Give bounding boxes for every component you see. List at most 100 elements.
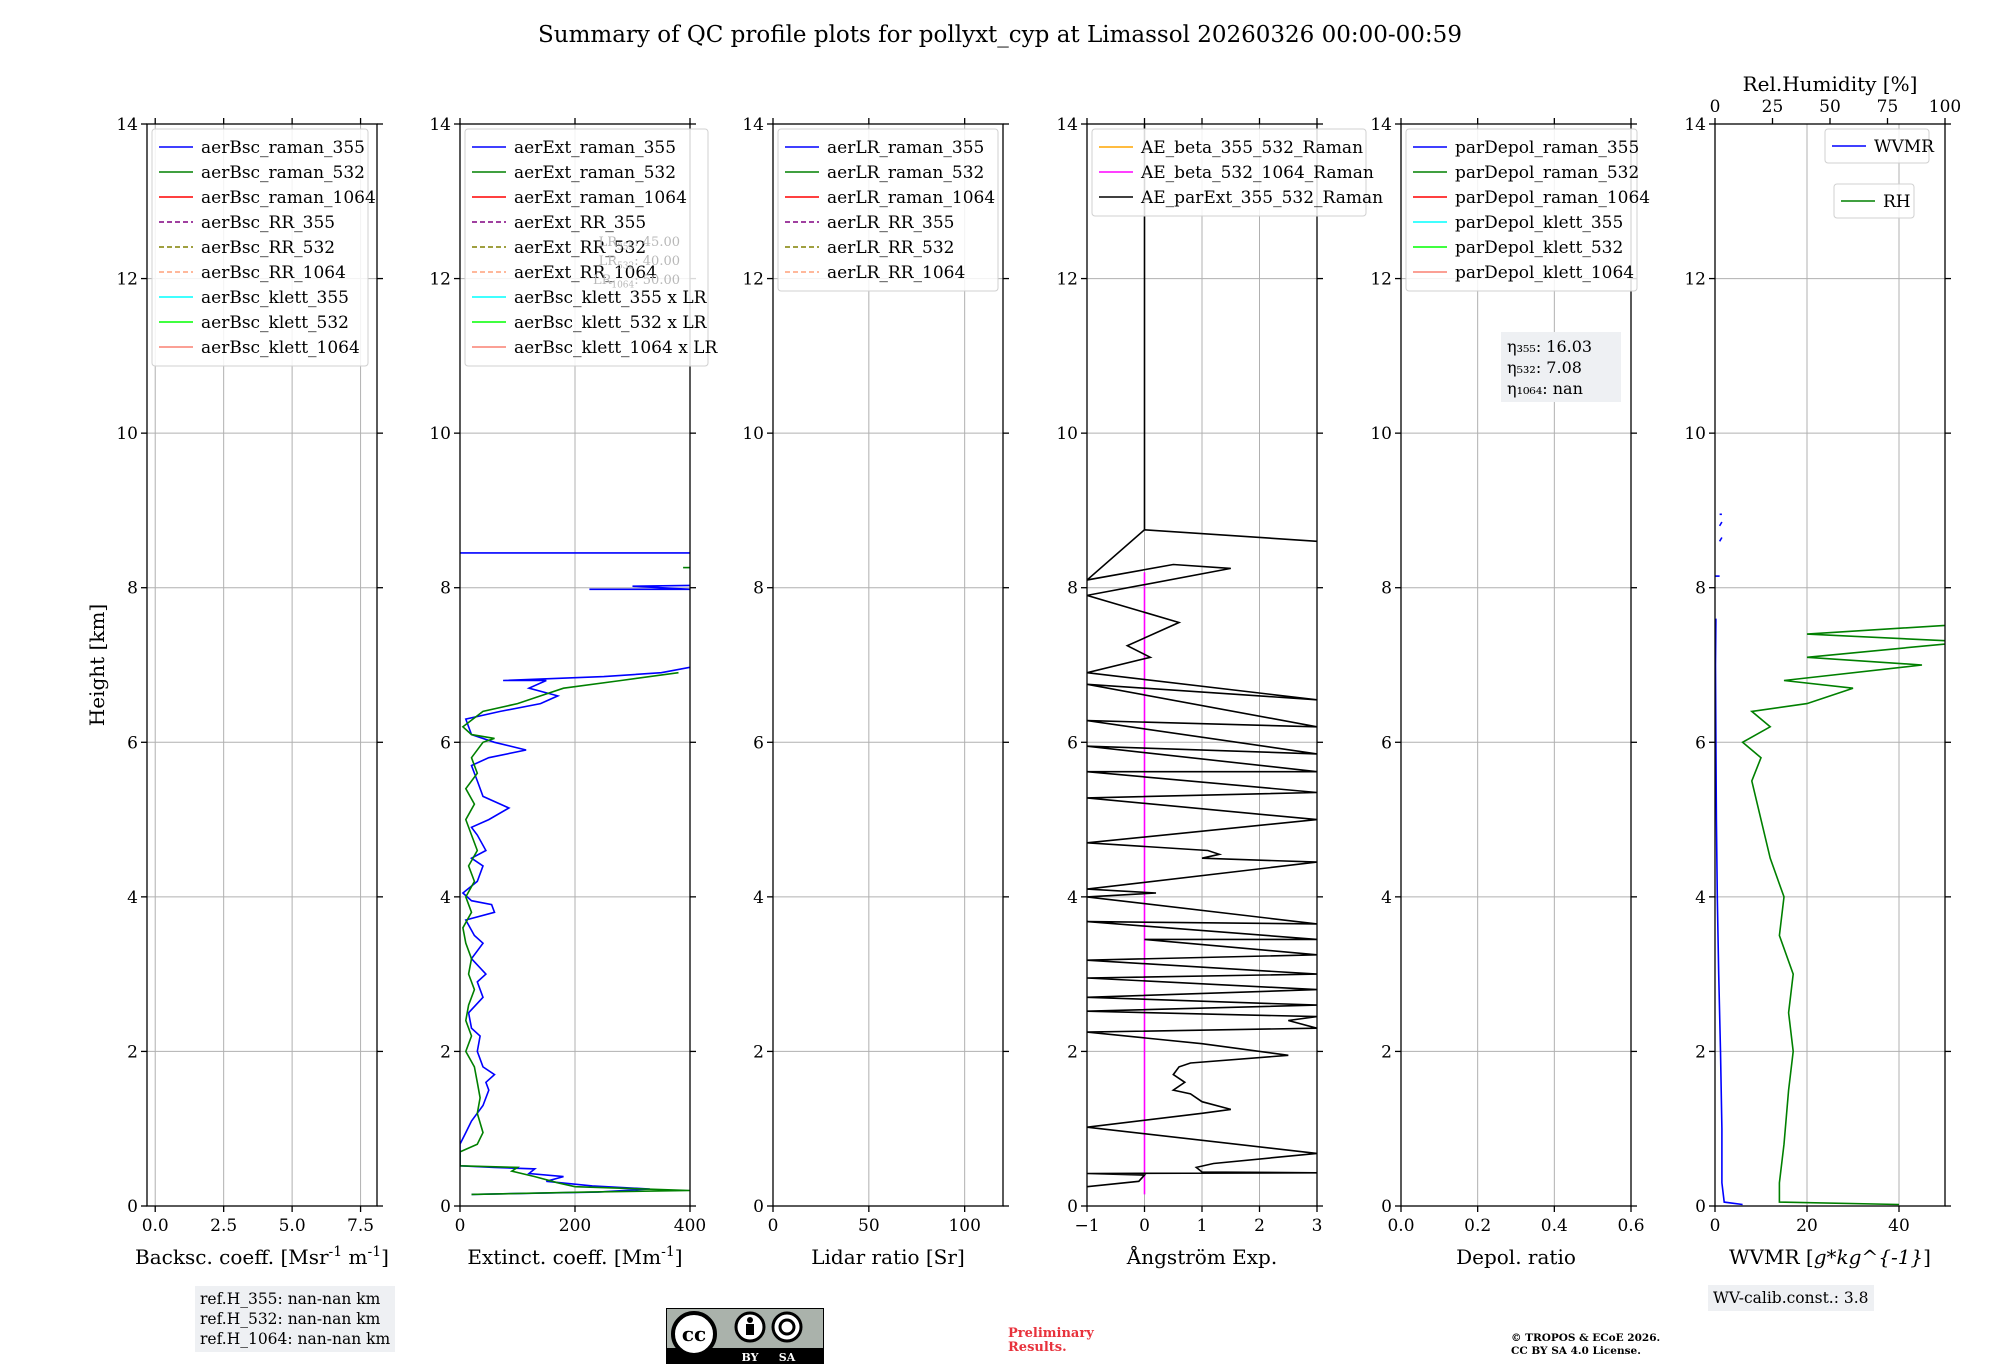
legend-entry: aerBsc_RR_355 <box>201 213 335 233</box>
cc-by-sa-badge: cc BY SA <box>665 1307 825 1365</box>
legend-rh: RH <box>1833 183 1915 219</box>
ref-height-1064: ref.H_1064: nan-nan km <box>200 1330 391 1348</box>
y-tick-label: 10 <box>116 424 138 444</box>
series-RH <box>1741 624 1945 1206</box>
cc-by-label: BY <box>742 1351 759 1364</box>
legend-entry: RH <box>1883 192 1911 212</box>
legend-box <box>151 128 369 367</box>
legend-entry: aerExt_raman_1064 <box>514 188 687 208</box>
lidar-ratio-annotation: LR355​: 45.00 <box>599 235 680 252</box>
series-aerExt_raman_355-segment <box>589 584 690 591</box>
y-tick-label: 0 <box>1381 1197 1392 1217</box>
series-WVMR-segment <box>1718 521 1723 527</box>
panel-extinction: 0 2 4 6 8 10 12 14 0 200 400 Extinct. coeff. [Mm-1​… <box>429 115 718 1269</box>
x-tick-label: 2 <box>1254 1216 1265 1236</box>
y-tick-label: 6 <box>440 733 451 753</box>
legend-entry: aerExt_raman_532 <box>514 163 676 183</box>
y-tick-label: 4 <box>1067 888 1078 908</box>
legend-entry: aerLR_RR_1064 <box>827 263 965 283</box>
x-tick-label: 0.0 <box>142 1216 169 1236</box>
y-tick-label: 0 <box>127 1197 138 1217</box>
y-tick-label: 0 <box>440 1197 451 1217</box>
legend-entry: aerBsc_klett_532 <box>201 313 349 333</box>
legend-box <box>777 128 999 292</box>
y-tick-label: 12 <box>1370 270 1392 290</box>
x-tick-label: 5.0 <box>279 1216 306 1236</box>
y-tick-label: 14 <box>742 115 764 135</box>
y-tick-label: 4 <box>753 888 764 908</box>
series-WVMR <box>1715 618 1743 1206</box>
x-tick-label: 3 <box>1312 1216 1323 1236</box>
legend-entry: parDepol_klett_355 <box>1455 213 1623 233</box>
y-tick-label: 8 <box>1067 579 1078 599</box>
preliminary-results-note: Preliminary Results. <box>1008 1327 1094 1355</box>
legend: aerBsc_raman_355 aerBsc_raman_532 aerBsc_r… <box>151 128 376 367</box>
legend-entry: aerLR_raman_1064 <box>827 188 995 208</box>
x-tick-label: 0.6 <box>1617 1216 1644 1236</box>
y-tick-label: 12 <box>429 270 451 290</box>
legend-entry: aerExt_raman_355 <box>514 138 676 158</box>
y-tick-label: 4 <box>440 888 451 908</box>
x-tick-label: 0 <box>455 1216 466 1236</box>
legend-box <box>464 128 709 367</box>
x-tick-label: 0 <box>1139 1216 1150 1236</box>
legend-entry: AE_parExt_355_532_Raman <box>1140 188 1383 208</box>
y-tick-label: 4 <box>1381 888 1392 908</box>
y-tick-label: 10 <box>429 424 451 444</box>
legend-entry: aerBsc_klett_1064 <box>201 338 360 358</box>
top-x-tick-label: 50 <box>1819 97 1841 117</box>
legend-entry: aerBsc_klett_532 x LR <box>514 313 708 333</box>
panel-lidar_ratio: 0 2 4 6 8 10 12 14 0 50 100 Lidar ratio [Sr] aerLR_r… <box>742 115 1009 1269</box>
ref-height-355: ref.H_355: nan-nan km <box>200 1290 381 1308</box>
y-tick-label: 6 <box>1067 733 1078 753</box>
legend-entry: aerExt_RR_532 <box>514 238 646 258</box>
y-tick-label: 6 <box>127 733 138 753</box>
preliminary-line-2: Results. <box>1008 1340 1067 1355</box>
series-aerExt_raman_355 <box>460 666 690 1196</box>
x-tick-label: 0.0 <box>1387 1216 1414 1236</box>
legend-entry: parDepol_raman_532 <box>1455 163 1639 183</box>
legend-entry: aerBsc_raman_1064 <box>201 188 376 208</box>
copyright-line-2: CC BY SA 4.0 License. <box>1511 1345 1641 1357</box>
y-tick-label: 8 <box>127 579 138 599</box>
y-tick-label: 14 <box>1370 115 1392 135</box>
x-tick-label: 20 <box>1796 1216 1818 1236</box>
x-tick-label: 0.2 <box>1464 1216 1491 1236</box>
legend-entry: AE_beta_355_532_Raman <box>1140 138 1363 158</box>
legend-entry: aerLR_RR_355 <box>827 213 954 233</box>
eta-box <box>1501 332 1621 402</box>
axes-frame <box>1400 123 1632 1207</box>
y-tick-label: 12 <box>116 270 138 290</box>
reference-height-box: ref.H_355: nan-nan km ref.H_532: nan-nan… <box>195 1286 396 1352</box>
y-tick-label: 14 <box>1056 115 1078 135</box>
legend-entry: aerLR_RR_532 <box>827 238 954 258</box>
legend-entry: aerLR_raman_355 <box>827 138 984 158</box>
y-tick-label: 12 <box>1684 270 1706 290</box>
y-tick-label: 14 <box>116 115 138 135</box>
top-x-tick-label: 0 <box>1710 97 1721 117</box>
top-x-tick-label: 100 <box>1929 97 1961 117</box>
y-tick-label: 0 <box>1695 1197 1706 1217</box>
y-tick-label: 10 <box>1684 424 1706 444</box>
cc-sa-label: SA <box>779 1351 796 1364</box>
eta-value: η₅₃₂: 7.08 <box>1507 358 1582 377</box>
y-tick-label: 2 <box>1695 1042 1706 1062</box>
y-tick-label: 6 <box>753 733 764 753</box>
series-group <box>1715 513 1945 1206</box>
svg-text:cc: cc <box>682 1322 706 1346</box>
x-axis-label: Ångström Exp. <box>1126 1244 1277 1269</box>
panel-backscatter: 0 2 4 6 8 10 12 14 0.0 2.5 5.0 7.5 Backsc. coeff. [M… <box>85 115 389 1269</box>
copyright-note: © TROPOS & ECoE 2026. CC BY SA 4.0 Licen… <box>1511 1332 1660 1358</box>
legend-box <box>1405 128 1638 292</box>
y-tick-label: 0 <box>1067 1197 1078 1217</box>
legend-entry: AE_beta_532_1064_Raman <box>1140 163 1374 183</box>
y-tick-label: 14 <box>429 115 451 135</box>
legend-entry: aerLR_raman_532 <box>827 163 984 183</box>
x-tick-label: 50 <box>858 1216 880 1236</box>
y-tick-label: 4 <box>127 888 138 908</box>
top-x-tick-label: 25 <box>1762 97 1784 117</box>
legend: AE_beta_355_532_Raman AE_beta_532_1064_Ra… <box>1091 128 1383 217</box>
